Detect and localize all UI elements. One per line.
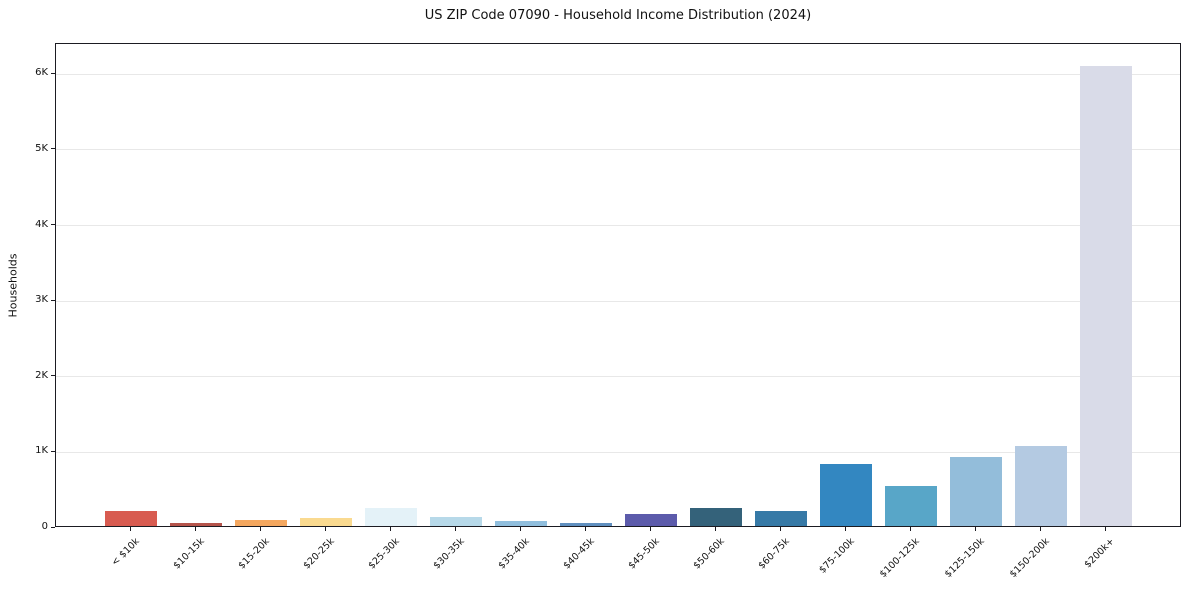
- x-tick-mark: [1039, 527, 1041, 531]
- chart-title: US ZIP Code 07090 - Household Income Dis…: [424, 8, 812, 23]
- x-tick-label: $25-30k: [366, 536, 402, 572]
- x-tick-mark: [649, 527, 651, 531]
- x-tick-mark: [974, 527, 976, 531]
- x-tick-mark: [1104, 527, 1106, 531]
- x-tick-label: $40-45k: [561, 536, 597, 572]
- y-tick-label: 3K: [35, 294, 48, 306]
- x-tick-mark: [779, 527, 781, 531]
- y-tick-mark: [51, 224, 55, 225]
- y-tick-label: 6K: [35, 67, 48, 79]
- gridline-2K: [56, 376, 1180, 378]
- x-tick-mark: [259, 527, 261, 531]
- bar-200k: [1080, 66, 1132, 526]
- bar-10k: [105, 510, 157, 526]
- x-tick-label: $15-20k: [236, 536, 272, 572]
- plot-area: [55, 43, 1181, 527]
- x-tick-mark: [324, 527, 326, 531]
- bar-25-30k: [365, 507, 417, 526]
- bar-40-45k: [560, 522, 612, 526]
- bar-35-40k: [495, 520, 547, 526]
- x-tick-label: $200k+: [1082, 536, 1117, 571]
- x-tick-label: $45-50k: [626, 536, 662, 572]
- bar-20-25k: [300, 518, 352, 526]
- gridline-1K: [56, 451, 1180, 453]
- y-tick-mark: [51, 375, 55, 377]
- x-tick-mark: [844, 527, 846, 531]
- gridline-3K: [56, 300, 1180, 302]
- x-tick-mark: [519, 527, 521, 531]
- y-tick-mark: [51, 450, 55, 452]
- bar-15-20k: [235, 519, 287, 526]
- x-tick-label: $10-15k: [171, 536, 207, 572]
- bar-10-15k: [170, 522, 222, 526]
- y-tick-label: 5K: [35, 142, 48, 154]
- bar-30-35k: [430, 517, 482, 526]
- x-tick-mark: [194, 527, 196, 531]
- y-tick-mark: [51, 299, 55, 301]
- bar-45-50k: [625, 514, 677, 526]
- x-tick-mark: [909, 527, 911, 531]
- y-tick-mark: [51, 148, 55, 150]
- y-tick-label: 0: [41, 521, 48, 532]
- x-tick-label: $60-75k: [756, 536, 792, 572]
- y-tick-label: 2K: [35, 369, 48, 381]
- x-tick-mark: [714, 527, 716, 531]
- y-tick-mark: [51, 526, 55, 528]
- y-tick-label: 4K: [35, 218, 48, 230]
- x-tick-label: $100-125k: [877, 536, 922, 581]
- x-tick-label: $150-200k: [1007, 536, 1052, 581]
- x-tick-label: $20-25k: [301, 536, 337, 572]
- gridline-6K: [56, 73, 1180, 75]
- bar-75-100k: [820, 464, 872, 526]
- x-tick-mark: [389, 527, 391, 531]
- bar-50-60k: [690, 507, 742, 526]
- gridline-5K: [56, 149, 1180, 151]
- y-axis-label: Households: [6, 253, 20, 318]
- x-tick-label: $35-40k: [496, 536, 532, 572]
- x-tick-label: < $10k: [109, 536, 142, 569]
- bar-150-200k: [1015, 446, 1067, 526]
- gridline-4K: [56, 225, 1180, 226]
- x-tick-label: $50-60k: [691, 536, 727, 572]
- bar-125-150k: [950, 456, 1002, 526]
- x-tick-mark: [584, 527, 586, 531]
- bar-60-75k: [755, 510, 807, 526]
- y-tick-label: 1K: [35, 445, 48, 457]
- x-tick-label: $30-35k: [431, 536, 467, 572]
- x-tick-mark: [454, 527, 456, 531]
- x-tick-label: $125-150k: [942, 536, 987, 581]
- x-tick-mark: [129, 527, 131, 531]
- bar-100-125k: [885, 485, 937, 526]
- y-tick-mark: [51, 72, 55, 74]
- x-tick-label: $75-100k: [817, 536, 857, 576]
